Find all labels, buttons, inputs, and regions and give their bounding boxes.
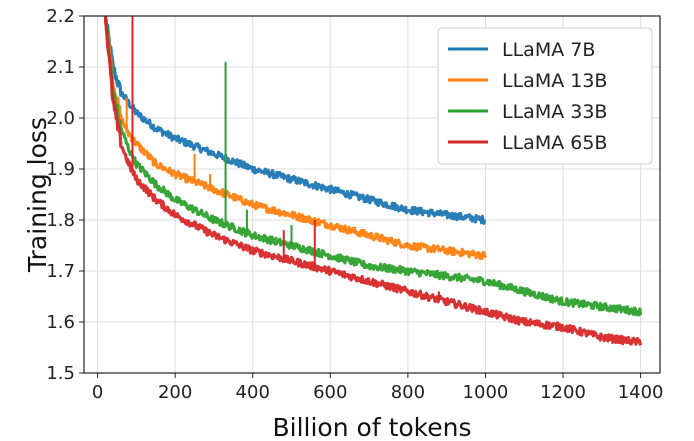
- series-llama-7b: [103, 16, 487, 225]
- y-tick-label: 2.1: [46, 57, 75, 78]
- legend-label: LLaMA 65B: [502, 132, 607, 154]
- x-tick-label: 400: [236, 382, 270, 403]
- series-line: [103, 16, 643, 346]
- legend-label: LLaMA 7B: [502, 39, 595, 61]
- y-tick-label: 1.9: [46, 159, 75, 180]
- series-line: [103, 20, 487, 261]
- series-llama-33b: [104, 17, 643, 317]
- y-tick-label: 1.8: [46, 210, 75, 231]
- x-tick-label: 0: [92, 382, 103, 403]
- plot-frame: [83, 15, 661, 374]
- y-tick-label: 2.2: [46, 6, 75, 27]
- x-tick-label: 200: [158, 382, 192, 403]
- legend-label: LLaMA 13B: [502, 70, 607, 92]
- series-lines: [103, 16, 643, 346]
- series-llama-65b: [103, 16, 643, 346]
- series-line: [103, 16, 487, 225]
- y-axis-title: Training loss: [23, 117, 52, 273]
- x-axis-title: Billion of tokens: [273, 413, 472, 441]
- series-line: [104, 17, 643, 317]
- series-llama-13b: [103, 20, 487, 261]
- y-tick-label: 1.7: [46, 261, 75, 282]
- y-tick-label: 1.6: [46, 312, 75, 333]
- legend-box: [437, 27, 653, 165]
- axis-ticks: 0 200 400 600 800 1000 1200 1400 1.5 1.6 1.7 1.8 1.9…: [46, 6, 663, 403]
- y-tick-label: 2.0: [46, 108, 75, 129]
- x-tick-label: 800: [391, 382, 425, 403]
- y-tick-label: 1.5: [46, 363, 75, 384]
- x-tick-label: 1000: [463, 382, 509, 403]
- legend: LLaMA 7B LLaMA 13B LLaMA 33B LLaMA 65B: [437, 27, 653, 165]
- x-tick-label: 1400: [618, 382, 664, 403]
- x-tick-label: 600: [313, 382, 347, 403]
- x-tick-label: 1200: [540, 382, 586, 403]
- legend-label: LLaMA 33B: [502, 101, 607, 123]
